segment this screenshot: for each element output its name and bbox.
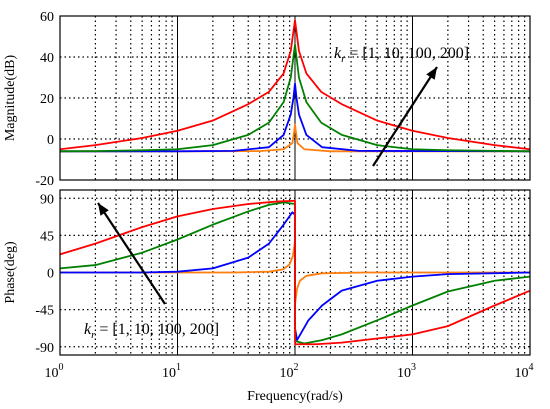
- x-axis-title: Frequency(rad/s): [247, 389, 343, 404]
- series-line-1: [60, 82, 530, 153]
- series-line-2: [60, 43, 530, 153]
- y-axis-title: Magnitude(dB): [3, 55, 18, 142]
- series-group: [60, 199, 530, 346]
- y-axis-title: Phase(deg): [3, 241, 18, 304]
- y-tick-label: 0: [47, 267, 54, 282]
- series-line-3: [60, 199, 530, 346]
- plot-frame: [59, 15, 531, 181]
- y-tick-label: -45: [35, 304, 54, 319]
- x-tick-label: 103: [397, 362, 416, 381]
- phase-panel: 90 45 0 -45 -90 Phase(deg) kr = [1, 10, 100, 2…: [3, 189, 534, 404]
- y-tick-label: 0: [47, 133, 54, 148]
- x-tick-label: 100: [45, 362, 64, 381]
- y-tick-label: 60: [40, 10, 54, 25]
- annotation-arrow-shaft: [97, 202, 166, 305]
- series-group: [60, 19, 530, 153]
- y-tick-label: 40: [40, 51, 54, 66]
- magnitude-panel: 60 40 20 0 -20 Magnitude(dB) kr = [1, 10, 100,…: [3, 10, 531, 189]
- annotation-arrow-head: [98, 203, 109, 216]
- y-tick-label: -90: [35, 341, 54, 356]
- series-line-0: [60, 123, 530, 153]
- plot-frame: [59, 189, 531, 356]
- x-tick-label: 102: [280, 362, 299, 381]
- y-tick-label: 90: [40, 192, 54, 207]
- annotation-arrow-head: [426, 67, 437, 80]
- annotation-label: kr = [1, 10, 100, 200]: [84, 321, 219, 341]
- series-line-3: [60, 19, 530, 151]
- annotation-label: kr = [1, 10, 100, 200]: [334, 45, 469, 65]
- y-tick-label: 45: [40, 229, 54, 244]
- y-tick-label: -20: [35, 174, 54, 189]
- annotation-arrow-shaft: [372, 66, 438, 167]
- y-tick-label: 20: [40, 92, 54, 107]
- x-tick-label: 101: [162, 362, 181, 381]
- x-tick-label: 104: [515, 362, 534, 381]
